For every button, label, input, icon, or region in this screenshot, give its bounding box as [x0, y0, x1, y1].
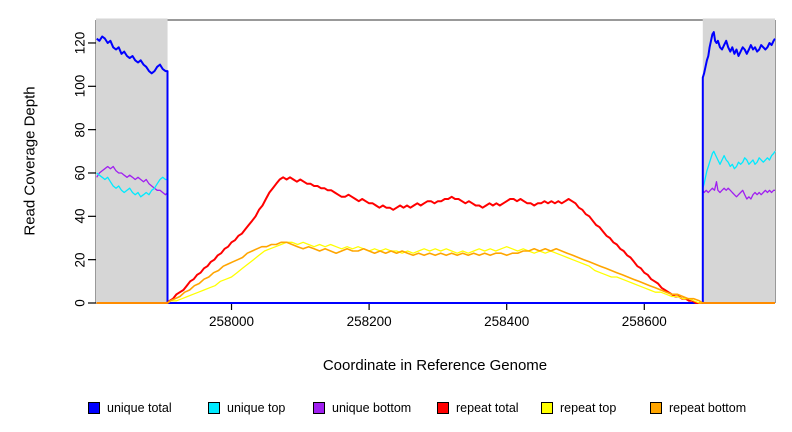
- x-tick-label: 258400: [484, 314, 530, 329]
- legend-item-repeat-top: repeat top: [541, 400, 617, 415]
- x-tick-label: 258000: [208, 314, 255, 329]
- y-tick-label: 120: [72, 31, 88, 55]
- shaded-region-right: [702, 18, 775, 303]
- legend-item-repeat-bottom: repeat bottom: [650, 400, 747, 415]
- series-line-unique-total: [96, 31, 776, 304]
- legend-label-unique-bottom: unique bottom: [332, 400, 412, 415]
- y-tick-label: 60: [72, 165, 88, 181]
- legend-label-repeat-total: repeat total: [456, 400, 519, 415]
- legend-item-repeat-total: repeat total: [437, 400, 519, 415]
- legend-swatch-repeat-top: [541, 401, 553, 414]
- legend-item-unique-bottom: unique bottom: [313, 400, 412, 415]
- series-line-repeat-total: [96, 176, 775, 304]
- x-axis-title: Coordinate in Reference Genome: [322, 357, 548, 374]
- plot-box: [95, 19, 776, 304]
- y-axis-title: Read Coverage Depth: [21, 86, 39, 236]
- x-tick-label: 258200: [346, 314, 392, 329]
- series-line-unique-top: [96, 150, 776, 304]
- legend-label-repeat-bottom: repeat bottom: [669, 400, 747, 415]
- y-tick-label: 80: [72, 122, 88, 138]
- legend-swatch-unique-top: [208, 401, 220, 414]
- series-line-repeat-top: [96, 241, 775, 304]
- legend-label-unique-top: unique top: [227, 400, 286, 415]
- y-tick-label: 100: [72, 75, 88, 98]
- x-tick-label: 258600: [621, 314, 667, 329]
- y-tick-label: 40: [72, 208, 88, 224]
- legend-item-unique-total: unique total: [88, 400, 172, 415]
- legend-swatch-unique-total: [88, 401, 100, 414]
- y-tick-label: 20: [72, 252, 88, 268]
- y-tick-label: 0: [72, 299, 88, 307]
- legend-label-repeat-top: repeat top: [560, 400, 617, 415]
- shaded-region-left: [96, 18, 168, 303]
- series-line-repeat-bottom: [96, 241, 775, 304]
- series-line-unique-bottom: [96, 165, 775, 304]
- legend-swatch-repeat-bottom: [650, 401, 662, 414]
- legend-swatch-repeat-total: [437, 401, 449, 414]
- legend-swatch-unique-bottom: [313, 401, 325, 414]
- legend-item-unique-top: unique top: [208, 400, 286, 415]
- legend-label-unique-total: unique total: [107, 400, 172, 415]
